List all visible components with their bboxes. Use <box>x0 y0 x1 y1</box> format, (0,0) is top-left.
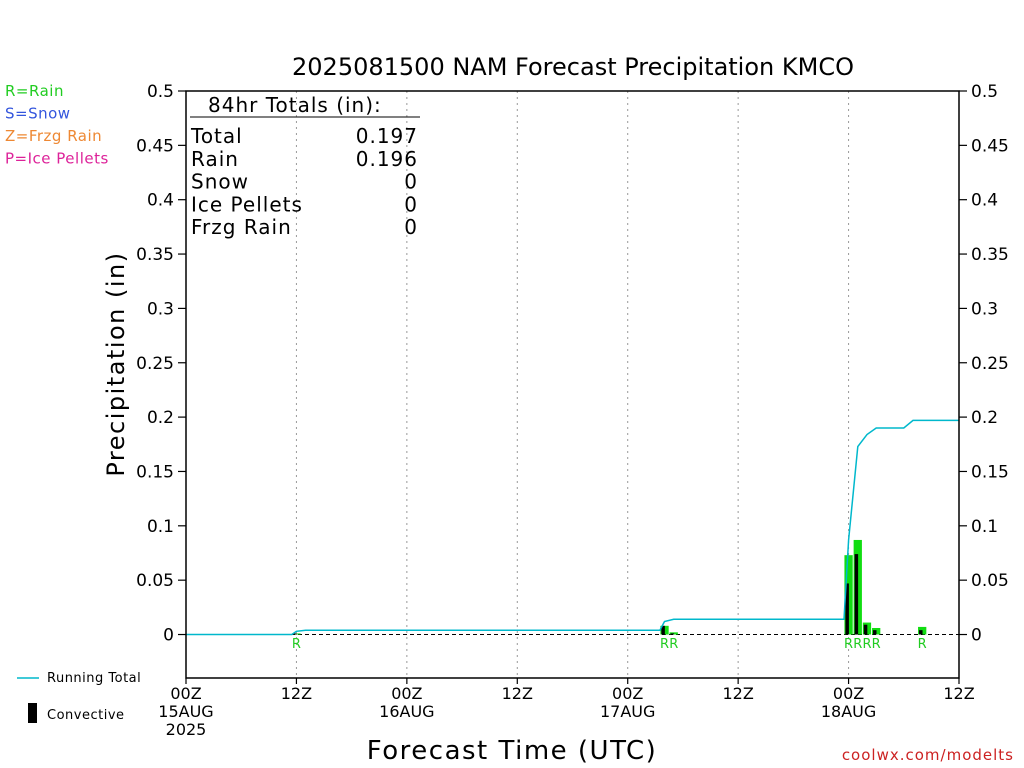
x-axis-label: Forecast Time (UTC) <box>367 736 658 766</box>
x-tick-label-2-0: 00Z <box>391 684 422 703</box>
x-tick-label-3-0: 12Z <box>502 684 533 703</box>
totals-row-value-0: 0.197 <box>356 124 418 148</box>
y-tick-label-left-1: 0.05 <box>136 571 174 591</box>
y-tick-label-left-2: 0.1 <box>147 517 174 537</box>
y-tick-label-right-6: 0.3 <box>971 299 998 319</box>
precip-type-label-2: R <box>669 637 678 652</box>
y-tick-label-left-5: 0.25 <box>136 354 174 374</box>
convective-bar-0 <box>293 633 297 635</box>
convective-bar-2 <box>670 633 675 635</box>
plot-frame <box>185 90 960 679</box>
x-tick-label-5-0: 12Z <box>722 684 753 703</box>
totals-row-value-3: 0 <box>404 192 418 216</box>
precip-type-legend: R=Rain S=Snow Z=Frzg Rain P=Ice Pellets <box>5 82 109 168</box>
type-legend-item-3: P=Ice Pellets <box>5 150 109 168</box>
running-total-layer <box>186 419 959 636</box>
x-tick-label-1-0: 12Z <box>281 684 312 703</box>
totals-row-label-1: Rain <box>191 147 239 171</box>
totals-row-label-0: Total <box>190 124 243 148</box>
convective-bar-7 <box>919 630 923 635</box>
x-tick-label-6-0: 00Z <box>833 684 864 703</box>
running-total-legend-label: Running Total <box>47 671 141 686</box>
y-tick-label-left-10: 0.5 <box>147 82 174 102</box>
x-tick-label-7-0: 12Z <box>943 684 974 703</box>
precip-type-label-6: R <box>872 637 881 652</box>
y-tick-label-right-7: 0.35 <box>971 245 1009 265</box>
totals-row-value-4: 0 <box>404 215 418 239</box>
series-legend: Running Total Convective <box>17 671 141 723</box>
y-axis-left: 0 0.05 0.1 0.15 0.2 0.25 0.3 0.35 0.4 0.45 0.5 <box>136 82 186 646</box>
y-tick-label-left-8: 0.4 <box>147 191 174 211</box>
type-legend-item-1: S=Snow <box>5 105 71 123</box>
y-tick-label-right-4: 0.2 <box>971 408 998 428</box>
x-tick-label-0-2: 2025 <box>166 720 207 739</box>
y-tick-label-left-4: 0.2 <box>147 408 174 428</box>
y-tick-label-left-7: 0.35 <box>136 245 174 265</box>
y-tick-label-right-5: 0.25 <box>971 354 1009 374</box>
totals-row-label-4: Frzg Rain <box>191 215 292 239</box>
convective-legend-label: Convective <box>47 708 125 723</box>
x-tick-label-4-0: 00Z <box>612 684 643 703</box>
y-tick-label-right-8: 0.4 <box>971 191 998 211</box>
running-total-line <box>186 419 959 636</box>
precip-type-label-4: R <box>853 637 862 652</box>
y-axis-right: 0 0.05 0.1 0.15 0.2 0.25 0.3 0.35 0.4 0.45 0.5 <box>959 82 1009 646</box>
convective-legend-swatch <box>28 703 37 723</box>
credit-text: coolwx.com/modelts <box>842 746 1014 764</box>
grid-layer <box>186 91 959 678</box>
y-tick-label-right-2: 0.1 <box>971 517 998 537</box>
totals-row-value-2: 0 <box>404 170 418 194</box>
convective-bar-5 <box>863 624 868 635</box>
y-tick-label-right-9: 0.45 <box>971 136 1009 156</box>
y-tick-label-right-10: 0.5 <box>971 82 998 102</box>
y-tick-label-left-0: 0 <box>163 626 174 646</box>
totals-row-label-3: Ice Pellets <box>191 192 303 216</box>
convective-bar-1 <box>661 625 665 635</box>
y-tick-label-right-1: 0.05 <box>971 571 1009 591</box>
x-tick-label-0-1: 15AUG <box>158 702 213 721</box>
x-tick-label-4-1: 17AUG <box>600 702 655 721</box>
precip-type-label-5: R <box>862 637 871 652</box>
chart-title: 2025081500 NAM Forecast Precipitation KM… <box>292 53 854 81</box>
type-legend-item-2: Z=Frzg Rain <box>5 127 102 145</box>
y-axis-label: Precipitation (in) <box>102 251 130 476</box>
x-tick-label-0-0: 00Z <box>170 684 201 703</box>
convective-bar-4 <box>854 554 859 635</box>
type-legend-item-0: R=Rain <box>5 82 64 100</box>
y-tick-label-right-3: 0.15 <box>971 462 1009 482</box>
totals-heading: 84hr Totals (in): <box>208 93 382 117</box>
x-tick-label-6-1: 18AUG <box>821 702 876 721</box>
y-tick-label-left-3: 0.15 <box>136 462 174 482</box>
precip-type-label-7: R <box>918 637 927 652</box>
precip-type-label-0: R <box>292 637 301 652</box>
precip-type-label-1: R <box>660 637 669 652</box>
totals-row-value-1: 0.196 <box>356 147 418 171</box>
totals-row-label-2: Snow <box>191 170 249 194</box>
totals-box: 84hr Totals (in): Total 0.197 Rain 0.196 Sno… <box>190 93 420 239</box>
y-tick-label-left-6: 0.3 <box>147 299 174 319</box>
precip-type-label-3: R <box>844 637 853 652</box>
convective-bar-6 <box>873 630 877 635</box>
convective-bar-3 <box>845 583 849 635</box>
x-tick-label-2-1: 16AUG <box>379 702 434 721</box>
y-tick-label-left-9: 0.45 <box>136 136 174 156</box>
y-tick-label-right-0: 0 <box>971 626 982 646</box>
